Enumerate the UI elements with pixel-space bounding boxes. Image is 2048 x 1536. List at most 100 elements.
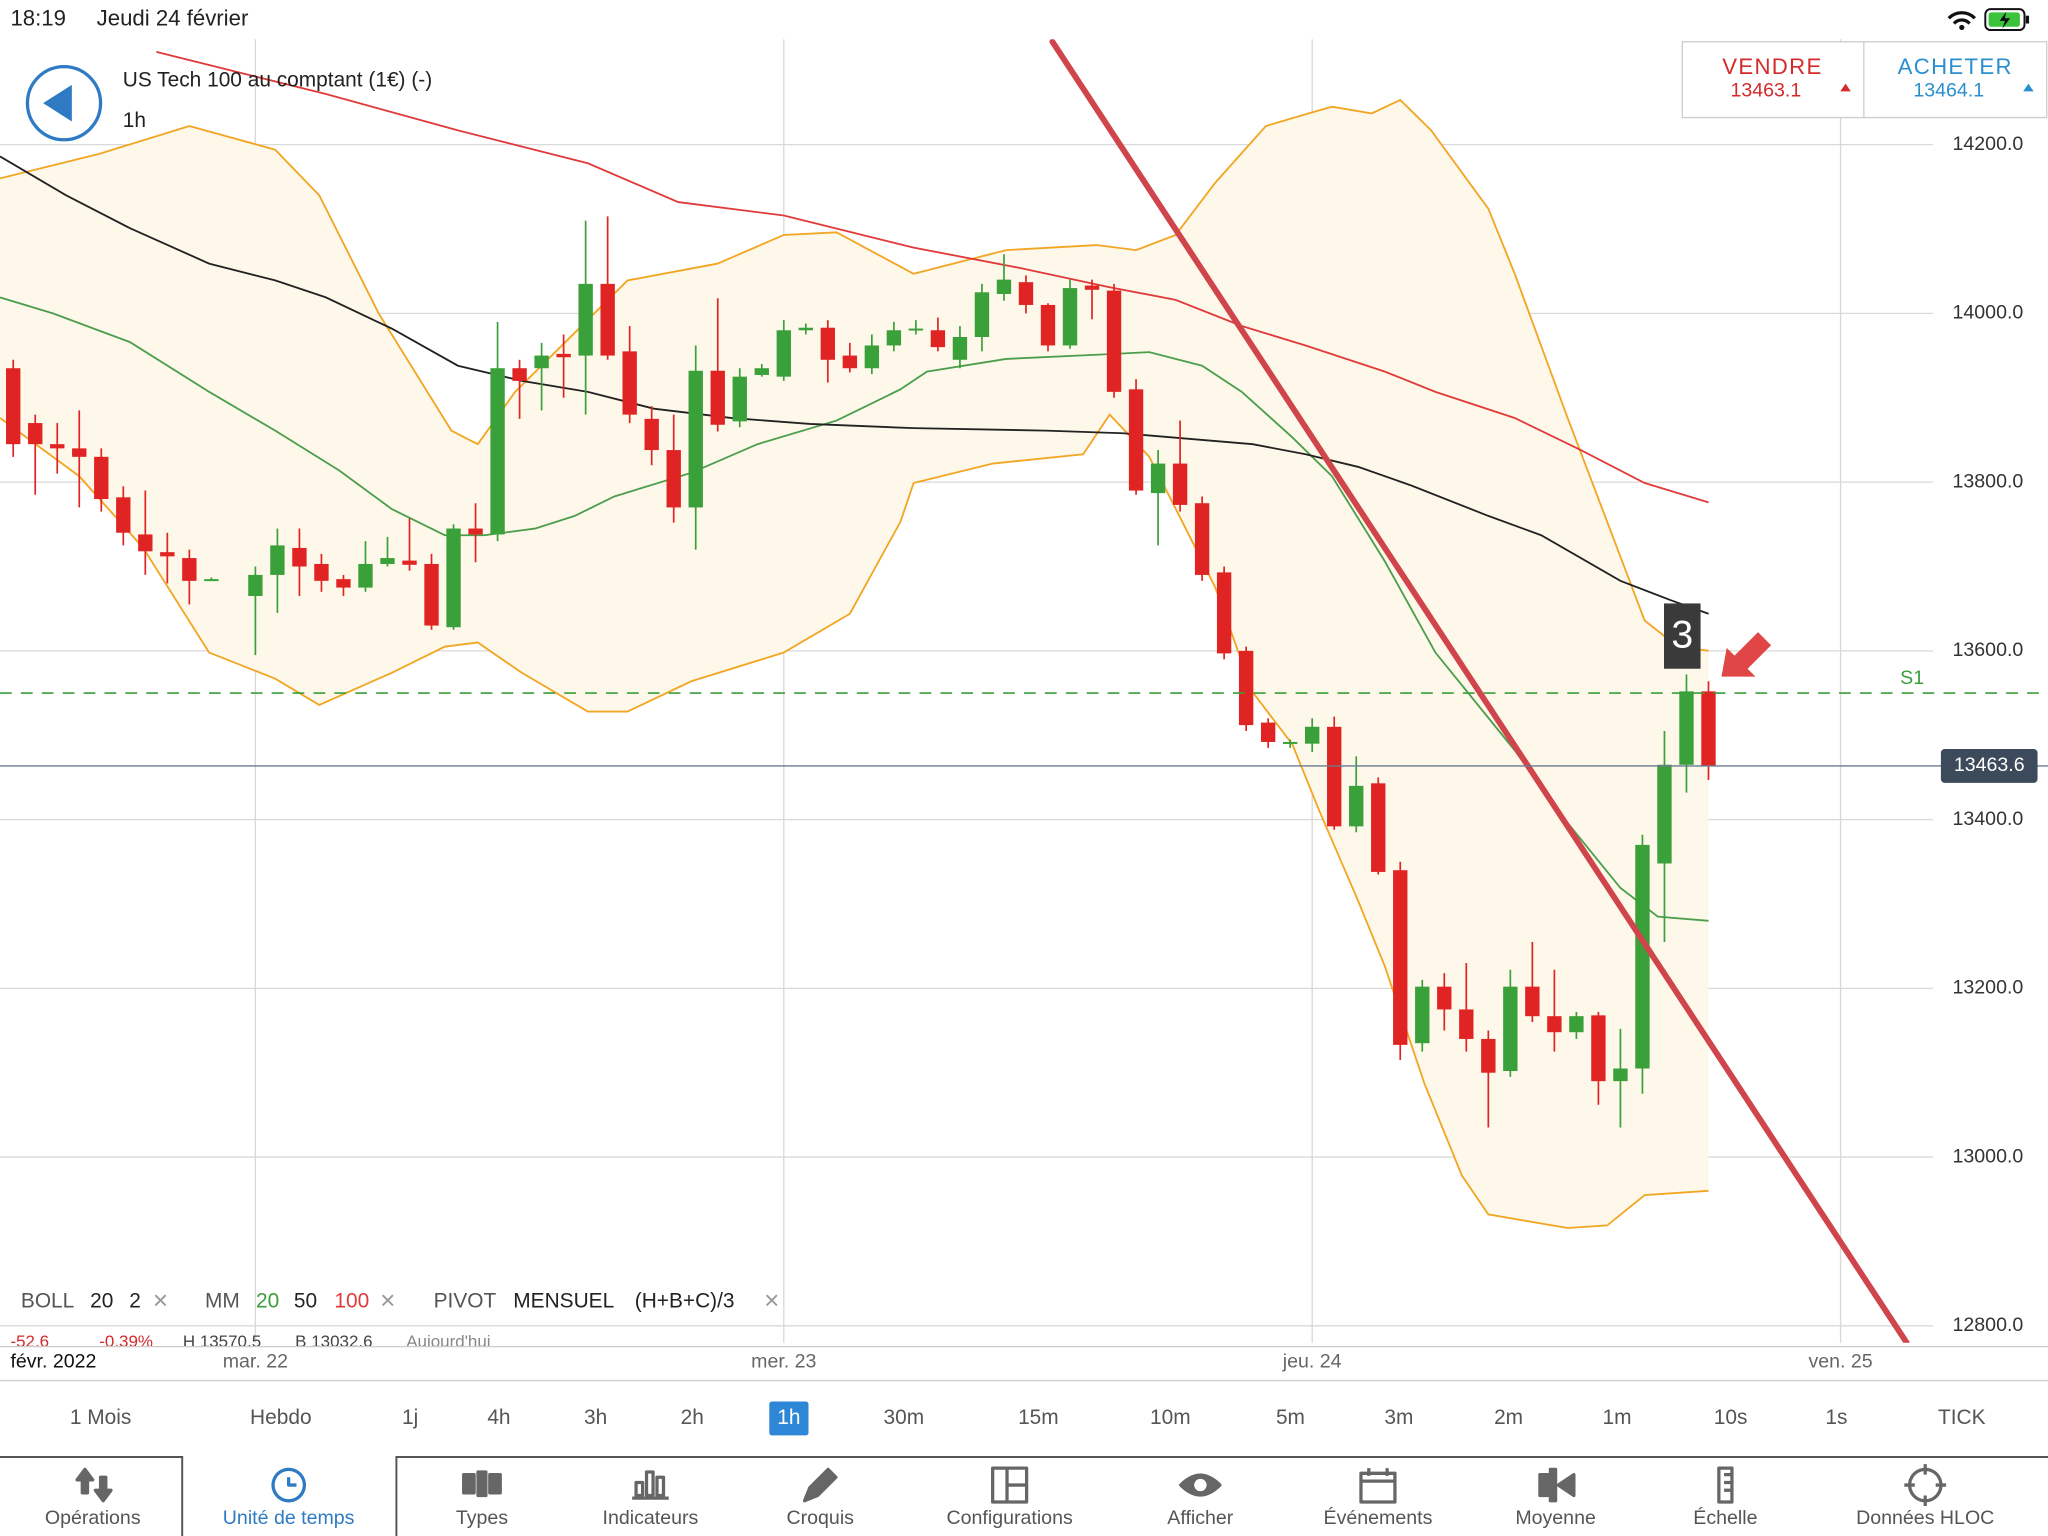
candle-body xyxy=(1194,503,1210,575)
sell-button[interactable]: VENDRE 13463.1 xyxy=(1722,54,1851,102)
instrument-name: US Tech 100 au comptant (1€) (-) xyxy=(123,68,432,91)
bollinger-upper xyxy=(0,98,1709,652)
toolbar-button[interactable]: Unité de temps xyxy=(223,1467,355,1529)
candle-body xyxy=(534,355,549,369)
buy-price: 13464.1 xyxy=(1913,80,1984,102)
moving-average xyxy=(0,155,1709,615)
trendline[interactable] xyxy=(1049,39,1910,1343)
candle-body xyxy=(358,563,373,588)
arrow-icon xyxy=(1721,632,1772,677)
timeframe-label: Hebdo xyxy=(250,1406,312,1429)
candle-body xyxy=(446,528,461,628)
timeframe-button[interactable]: 10s xyxy=(1714,1406,1748,1429)
y-tick-label: 13400.0 xyxy=(1953,808,2024,830)
toolbar-button[interactable]: Indicateurs xyxy=(603,1470,699,1529)
toolbar-button[interactable]: Données HLOC xyxy=(1856,1464,1994,1529)
buy-button[interactable]: ACHETER 13464.1 xyxy=(1898,54,2034,102)
clock: 18:19 xyxy=(10,5,66,30)
candle-body xyxy=(1062,288,1078,346)
y-tick-label: 13000.0 xyxy=(1953,1145,2024,1167)
timeframe-label: 1h xyxy=(123,109,146,132)
candle-body xyxy=(1305,726,1320,744)
timeframe-label: TICK xyxy=(1938,1406,1986,1429)
timeframe-button[interactable]: 3h xyxy=(584,1406,607,1429)
remove-icon[interactable]: × xyxy=(153,1285,168,1315)
candle-body xyxy=(1018,282,1034,305)
candle-body xyxy=(1547,1016,1562,1033)
selected-highlight xyxy=(769,1401,809,1436)
timeframe-button[interactable]: 4h xyxy=(487,1406,510,1429)
candle-body xyxy=(1657,764,1672,864)
remove-icon[interactable]: × xyxy=(380,1285,395,1315)
timeframe-label: 1s xyxy=(1825,1406,1847,1429)
bollinger-lower xyxy=(0,413,1709,1229)
candle-body xyxy=(798,327,813,331)
timeframe-button[interactable]: 3m xyxy=(1384,1406,1413,1429)
toolbar-button[interactable]: Types xyxy=(456,1470,508,1529)
candle-body xyxy=(1701,691,1716,766)
badge-box xyxy=(1664,603,1701,669)
toolbar-icon xyxy=(75,1467,113,1503)
timeframe-button[interactable]: 10m xyxy=(1150,1406,1191,1429)
timeframe-label: 1m xyxy=(1602,1406,1631,1429)
toolbar-label: Unité de temps xyxy=(223,1507,355,1529)
timeframe-button[interactable]: 2h xyxy=(681,1406,704,1429)
candle-body xyxy=(1040,304,1056,346)
candle-body xyxy=(886,330,902,346)
toolbar-button[interactable]: Croquis xyxy=(787,1467,855,1529)
timeframe-button[interactable]: 1m xyxy=(1602,1406,1631,1429)
candle-body xyxy=(1679,691,1694,765)
y-tick-label: 13200.0 xyxy=(1953,977,2024,999)
candle-body xyxy=(292,547,307,567)
back-button[interactable] xyxy=(25,64,103,142)
toolbar-button[interactable]: Événements xyxy=(1324,1468,1433,1529)
y-tick-label: 14000.0 xyxy=(1953,302,2024,324)
timeframe-button[interactable]: 1h xyxy=(769,1401,809,1436)
timeframe-label: 1h xyxy=(777,1406,800,1429)
remove-icon[interactable]: × xyxy=(764,1285,779,1315)
timeframe-button[interactable]: TICK xyxy=(1938,1406,1986,1429)
candle-body xyxy=(1569,1016,1584,1033)
toolbar-button[interactable]: Moyenne xyxy=(1515,1467,1596,1529)
period-label: févr. 2022 xyxy=(10,1350,96,1372)
timeframe-button[interactable]: 30m xyxy=(884,1406,925,1429)
toolbar-button[interactable]: Configurations xyxy=(947,1466,1073,1529)
legend-param: 50 xyxy=(294,1290,317,1313)
timeframe-button[interactable]: 2m xyxy=(1494,1406,1523,1429)
legend-label: MM xyxy=(205,1290,240,1313)
timeframe-button[interactable]: 1s xyxy=(1825,1406,1847,1429)
buy-label: ACHETER xyxy=(1898,54,2013,79)
toolbar-icon xyxy=(462,1470,502,1498)
toolbar-label: Types xyxy=(456,1507,508,1529)
candle-body xyxy=(666,450,681,508)
candle-body xyxy=(1172,463,1188,505)
candle-body xyxy=(116,497,131,533)
timeframe-label: 3h xyxy=(584,1406,607,1429)
candle-body xyxy=(600,283,615,356)
candle-body xyxy=(1128,389,1144,491)
toolbar-button[interactable]: Opérations xyxy=(45,1467,141,1529)
date-bar xyxy=(0,1346,2048,1381)
toolbar-button[interactable]: Afficher xyxy=(1167,1473,1234,1529)
candle-body xyxy=(578,283,593,356)
candle-body xyxy=(1084,285,1100,290)
timeframe-button[interactable]: 1j xyxy=(402,1406,418,1429)
toolbar-button[interactable]: Échelle xyxy=(1693,1466,1758,1529)
timeframe-label: 2h xyxy=(681,1406,704,1429)
toolbar-label: Opérations xyxy=(45,1507,141,1529)
toolbar-label: Indicateurs xyxy=(603,1507,699,1529)
timeframe-button[interactable]: 15m xyxy=(1018,1406,1059,1429)
timeframe-button[interactable]: Hebdo xyxy=(250,1406,312,1429)
candle-body xyxy=(1216,572,1232,654)
legend-param: (H+B+C)/3 xyxy=(635,1290,735,1313)
candle-body xyxy=(842,355,858,369)
timeframe-button[interactable]: 1 Mois xyxy=(70,1406,131,1429)
legend-param: 100 xyxy=(334,1290,369,1313)
indicator-legend: BOLL 20 2 × MM 20 50 100 × PIVOT MENSUEL… xyxy=(21,1285,779,1315)
legend-param: 20 xyxy=(256,1290,279,1313)
timeframe-button[interactable]: 5m xyxy=(1276,1406,1305,1429)
toolbar-label: Événements xyxy=(1324,1506,1433,1529)
candle-body xyxy=(160,552,175,557)
candle-body xyxy=(974,292,990,338)
